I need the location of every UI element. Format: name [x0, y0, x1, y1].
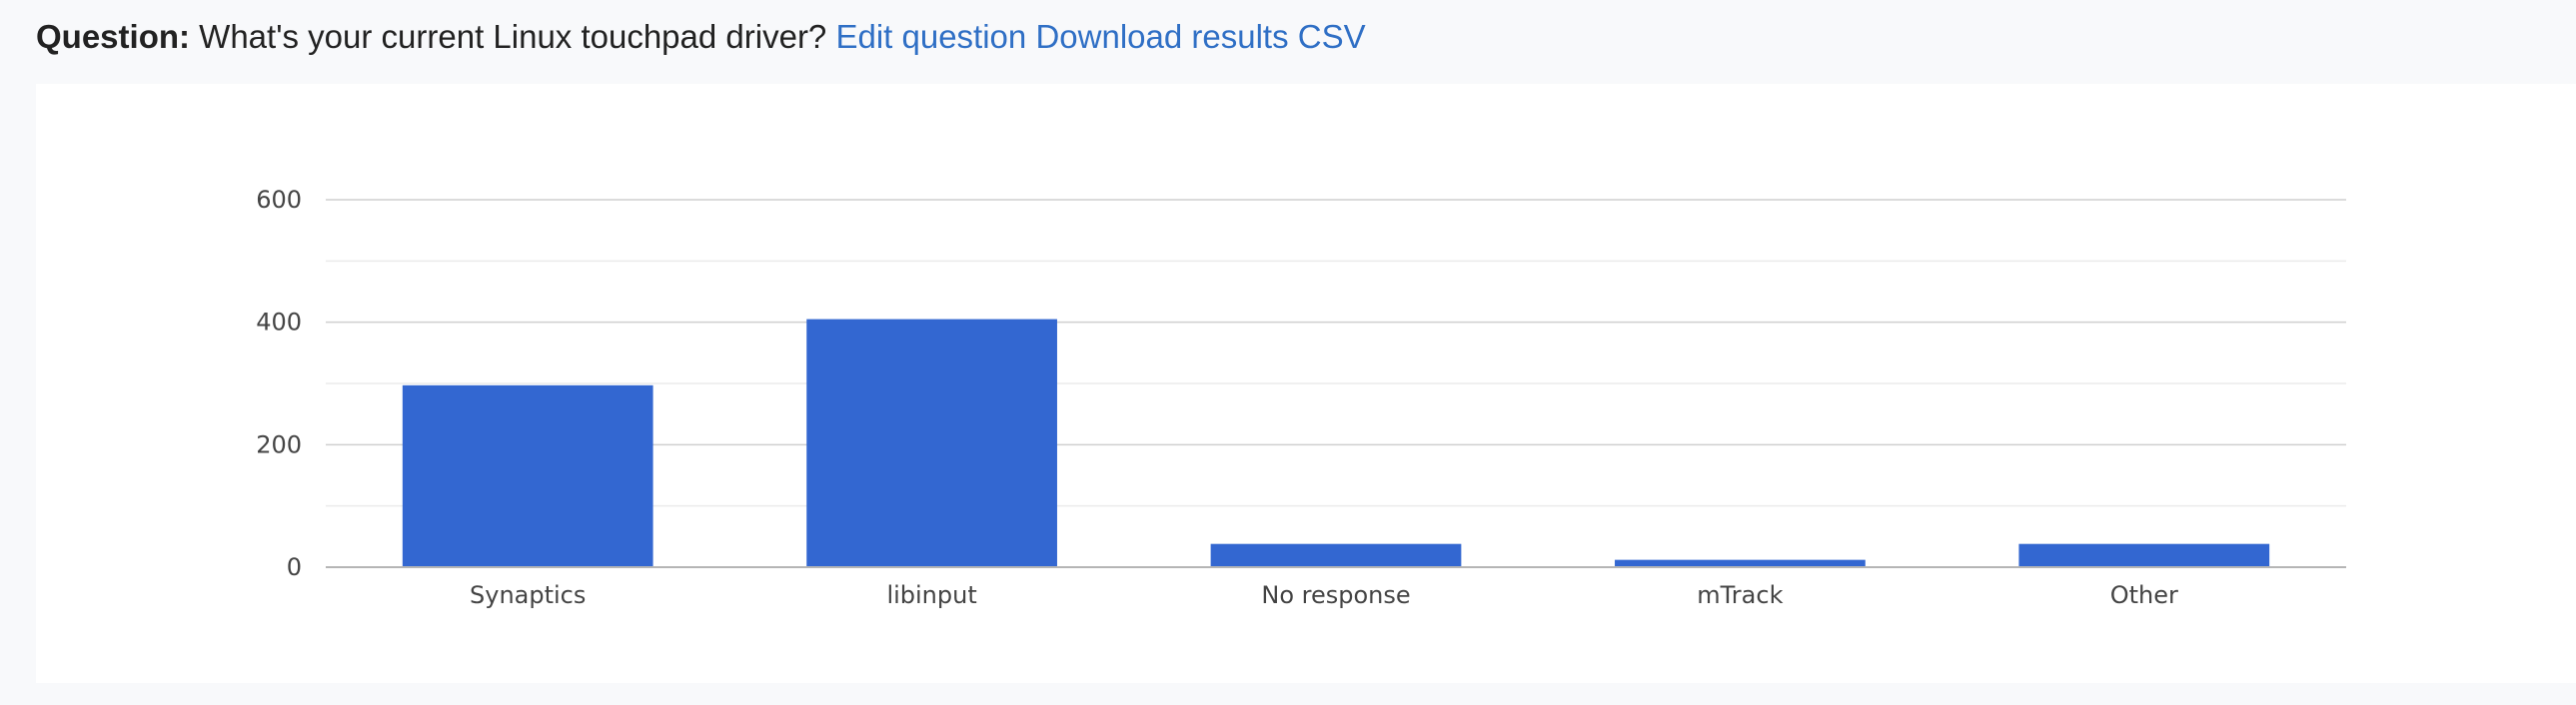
bar-no-response [1210, 543, 1462, 567]
x-tick-label: No response [1261, 581, 1410, 609]
question-text: What's your current Linux touchpad drive… [199, 18, 827, 55]
bar-chart: 0 200 400 600 Synaptics libinput No response mT… [256, 186, 2346, 609]
gridlines [326, 199, 2346, 507]
question-label: Question: [36, 18, 190, 55]
question-header: Question: What's your current Linux touc… [36, 14, 1366, 60]
x-tick-label: mTrack [1697, 581, 1783, 609]
tick-labels: 0 200 400 600 Synaptics libinput No response mT… [256, 186, 2178, 609]
y-tick-label: 600 [256, 186, 302, 214]
y-tick-label: 200 [256, 430, 302, 458]
x-tick-label: Other [2110, 581, 2178, 609]
bar-synaptics [402, 384, 653, 567]
bar-other [2018, 543, 2270, 567]
chart-card: 0 200 400 600 Synaptics libinput No response mT… [36, 84, 2576, 683]
y-tick-label: 0 [287, 553, 302, 581]
bar-mtrack [1615, 559, 1866, 567]
download-csv-link[interactable]: Download results CSV [1035, 18, 1366, 55]
x-tick-label: Synaptics [470, 581, 586, 609]
bars [402, 319, 2270, 567]
y-tick-label: 400 [256, 309, 302, 337]
x-tick-label: libinput [886, 581, 976, 609]
edit-question-link[interactable]: Edit question [835, 18, 1027, 55]
bar-libinput [806, 319, 1057, 567]
